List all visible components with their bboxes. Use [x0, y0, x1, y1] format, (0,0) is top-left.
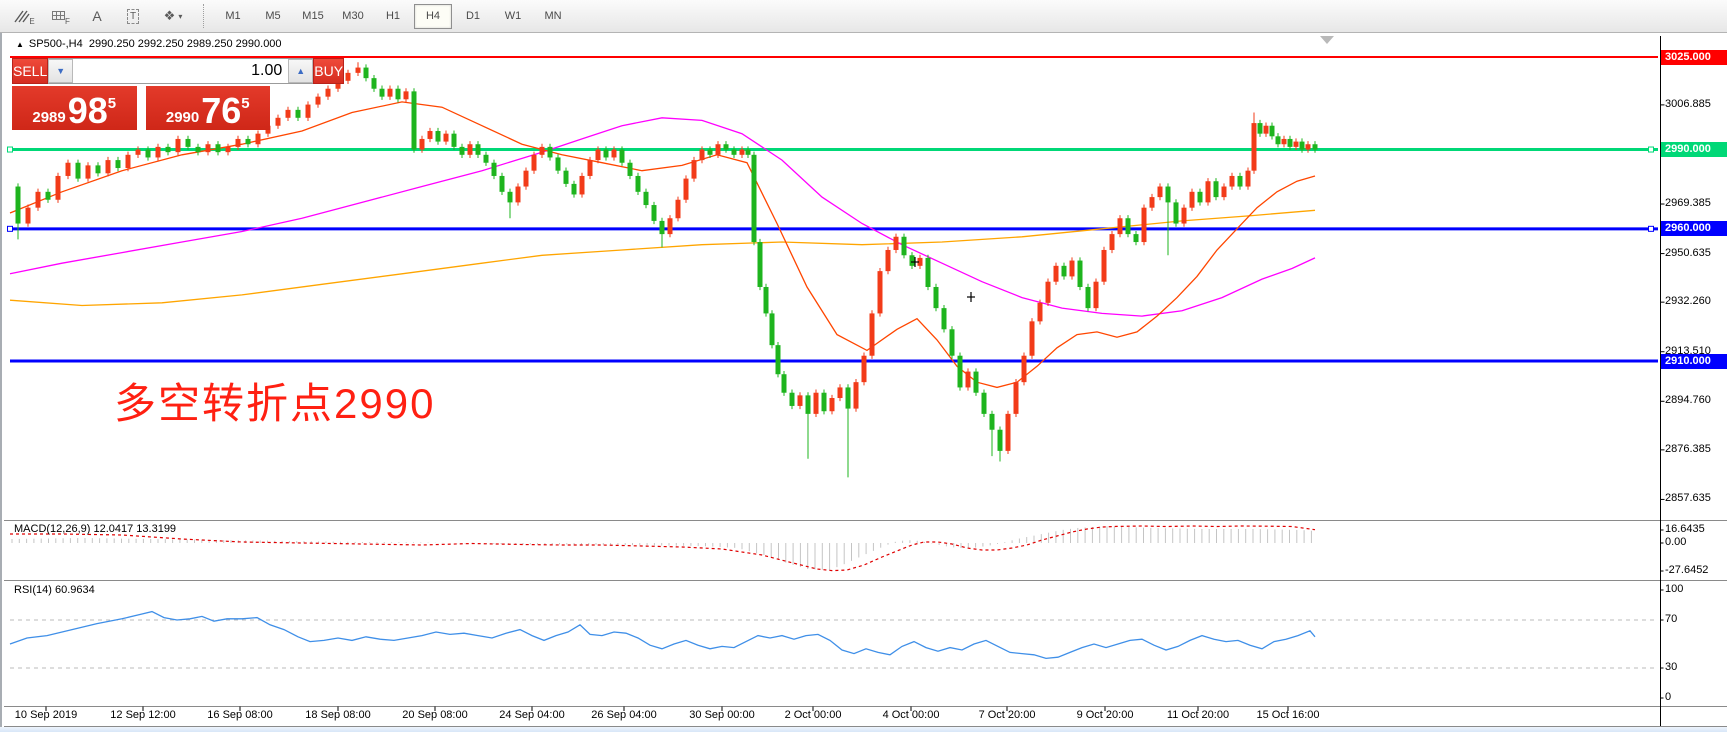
time-axis-label: 30 Sep 00:00 — [689, 709, 755, 721]
diagonal-lines-icon — [14, 10, 30, 22]
tf-d1[interactable]: D1 — [465, 9, 481, 22]
chart-canvas[interactable] — [2, 33, 1727, 732]
ma-fast-line — [9, 101, 1316, 389]
time-axis-label: 18 Sep 08:00 — [305, 709, 371, 721]
tf-m15[interactable]: M15 — [302, 9, 324, 22]
time-axis-label: 24 Sep 04:00 — [499, 709, 565, 721]
time-axis-label: 11 Oct 20:00 — [1166, 709, 1230, 721]
window-bottom-edge — [0, 727, 1727, 732]
shapes-glyph-icon: ❖ — [163, 8, 176, 23]
chart-window: ▲ SP500-,H4 2990.250 2992.250 2989.250 29… — [0, 33, 1727, 732]
sell-price-sup: 5 — [107, 95, 117, 112]
buy-price-sup: 5 — [241, 95, 250, 112]
volume-input[interactable] — [73, 59, 289, 83]
tf-m30[interactable]: M30 — [342, 9, 364, 22]
time-axis-label: 7 Oct 20:00 — [978, 709, 1036, 721]
price-axis-label: 3006.885 — [1665, 97, 1711, 110]
tf-h1[interactable]: H1 — [385, 9, 401, 22]
indicator-axis-label: 30 — [1665, 661, 1678, 673]
price-badge: 2910.000 — [1661, 353, 1727, 369]
ohlc-values: 2990.250 2992.250 2989.250 2990.000 — [88, 38, 282, 50]
rsi-panel — [9, 610, 1658, 669]
panel-frames — [4, 36, 1727, 727]
time-axis-label: 20 Sep 08:00 — [402, 709, 468, 721]
chart-title: ▲ SP500-,H4 2990.250 2992.250 2989.250 29… — [16, 38, 282, 50]
price-axis-label: 2950.635 — [1665, 246, 1711, 259]
level-lines — [7, 56, 1658, 363]
insert-label-icon[interactable]: T — [118, 4, 148, 28]
dot-grid-icon — [52, 10, 66, 20]
price-badge: 3025.000 — [1661, 49, 1727, 65]
insert-text-icon[interactable]: A — [92, 8, 102, 24]
price-badge: 2990.000 — [1661, 142, 1727, 158]
macd-label: MACD(12,26,9) 12.0417 13.3199 — [14, 523, 177, 535]
chart-annotation-text: 多空转折点2990 — [114, 380, 436, 427]
one-click-trade-panel: SELL ▼ ▲ BUY 2989 98 5 2990 76 5 — [12, 58, 345, 131]
price-axis-label: 2932.260 — [1665, 295, 1711, 308]
buy-button[interactable]: BUY — [313, 58, 345, 84]
tf-w1[interactable]: W1 — [504, 9, 522, 22]
chart-shift-marker[interactable] — [1320, 36, 1334, 44]
time-axis-label: 15 Oct 16:00 — [1256, 709, 1320, 721]
insert-grid-icon[interactable]: F — [46, 4, 76, 28]
buy-price-small: 2990 — [165, 109, 200, 126]
ma-slow-line — [9, 209, 1316, 307]
indicator-axis-label: 16.6435 — [1665, 523, 1705, 535]
indicator-axis-label: 70 — [1665, 613, 1678, 625]
chevron-down-icon: ▾ — [178, 11, 183, 21]
time-axis-label: 2 Oct 00:00 — [784, 709, 842, 721]
time-axis-label: 16 Sep 08:00 — [207, 709, 273, 721]
macd-panel — [10, 525, 1316, 572]
indicator-axis-label: 100 — [1665, 583, 1684, 595]
symbol-period: SP500-,H4 — [28, 38, 83, 50]
ma-mid-line — [9, 117, 1316, 317]
tool-sub-e: E — [29, 16, 35, 26]
sell-price-big: 98 — [67, 89, 108, 131]
volume-box: ▼ ▲ — [48, 58, 314, 84]
macd-signal-line — [10, 525, 1316, 572]
label-box-icon: T — [126, 8, 140, 24]
time-axis-label: 9 Oct 20:00 — [1076, 709, 1134, 721]
tool-sub-f: F — [65, 16, 70, 26]
price-badge: 2960.000 — [1661, 221, 1727, 237]
toolbar: E F A T ❖ ▾ M1 M5 M15 M30 H1 H4 D1 — [0, 0, 1727, 33]
sell-price[interactable]: 2989 98 5 — [12, 86, 137, 130]
candles-layer — [15, 62, 1318, 478]
price-axis-label: 2969.385 — [1665, 197, 1711, 210]
tf-m1[interactable]: M1 — [225, 9, 241, 22]
indicator-axis-label: 0 — [1665, 691, 1672, 703]
insert-lines-icon[interactable]: E — [10, 4, 40, 28]
buy-price-big: 76 — [201, 89, 242, 131]
volume-decrease-button[interactable]: ▼ — [48, 59, 74, 83]
indicator-axis-label: 0.00 — [1665, 536, 1687, 548]
tf-m5[interactable]: M5 — [265, 9, 281, 22]
time-axis-label: 12 Sep 12:00 — [110, 709, 176, 721]
toolbar-separator — [203, 4, 205, 28]
price-axis-label: 2857.635 — [1665, 492, 1711, 505]
collapse-arrow-icon[interactable]: ▲ — [16, 40, 24, 49]
rsi-line — [9, 610, 1316, 660]
tf-mn[interactable]: MN — [544, 9, 562, 22]
tf-h4-active[interactable]: H4 — [414, 3, 452, 29]
time-axis-label: 26 Sep 04:00 — [591, 709, 657, 721]
time-axis-label: 4 Oct 00:00 — [882, 709, 940, 721]
sell-button[interactable]: SELL — [12, 58, 49, 84]
sell-price-small: 2989 — [32, 109, 66, 126]
buy-price[interactable]: 2990 76 5 — [145, 86, 270, 131]
insert-shapes-icon[interactable]: ❖ ▾ — [154, 4, 192, 28]
time-axis-label: 10 Sep 2019 — [14, 709, 78, 721]
indicator-axis-label: -27.6452 — [1665, 564, 1709, 576]
volume-increase-button[interactable]: ▲ — [288, 59, 314, 83]
rsi-label: RSI(14) 60.9634 — [14, 584, 95, 596]
price-axis-label: 2876.385 — [1665, 442, 1711, 455]
price-axis-label: 2894.760 — [1665, 394, 1711, 407]
